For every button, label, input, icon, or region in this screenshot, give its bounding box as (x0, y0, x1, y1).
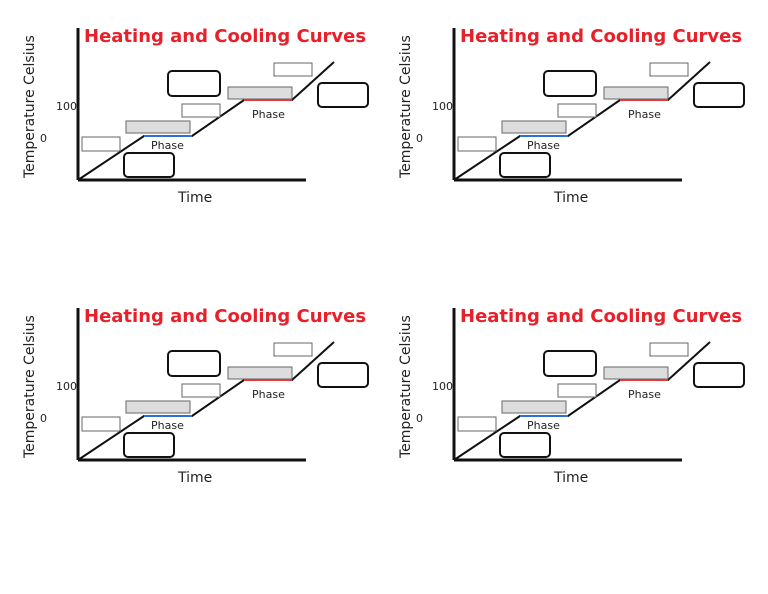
shaded-box-lower (125, 400, 191, 414)
blank-box-top (273, 62, 313, 77)
curve-line (453, 341, 711, 461)
blank-box-low-left (81, 136, 121, 152)
curve-panel-3: Heating and Cooling Curves Temperature C… (22, 298, 382, 503)
rounded-box-right (317, 362, 369, 388)
x-axis-label: Time (553, 190, 588, 206)
phase-label-lower: Phase (151, 139, 184, 152)
tick-0: 0 (40, 132, 47, 145)
diagram-title: Heating and Cooling Curves (84, 306, 366, 327)
shaded-box-upper (603, 86, 669, 100)
phase-label-upper: Phase (252, 388, 285, 401)
curve-panel-2: Heating and Cooling Curves Temperature C… (398, 18, 758, 223)
x-axis-label: Time (177, 190, 212, 206)
tick-100: 100 (56, 100, 77, 113)
tick-0: 0 (416, 412, 423, 425)
shaded-box-upper (227, 86, 293, 100)
rounded-box-upper (543, 70, 597, 97)
blank-box-mid (557, 103, 597, 118)
rounded-box-upper (167, 350, 221, 377)
blank-box-low-left (457, 416, 497, 432)
blank-box-top (273, 342, 313, 357)
curve-line (77, 61, 335, 181)
y-axis-label: Temperature Celsius (398, 35, 414, 179)
shaded-box-lower (125, 120, 191, 134)
phase-label-lower: Phase (527, 139, 560, 152)
blank-box-mid (181, 103, 221, 118)
curve-line (77, 341, 335, 461)
phase-label-upper: Phase (628, 108, 661, 121)
tick-100: 100 (56, 380, 77, 393)
tick-100: 100 (432, 100, 453, 113)
phase-label-lower: Phase (527, 419, 560, 432)
heating-cooling-diagram: Heating and Cooling Curves Temperature C… (22, 306, 369, 486)
phase-label-upper: Phase (252, 108, 285, 121)
heating-cooling-diagram: Heating and Cooling Curves Temperature C… (398, 306, 745, 486)
rounded-box-lower (499, 152, 551, 178)
phase-label-upper: Phase (628, 388, 661, 401)
heating-cooling-diagram: Heating and Cooling Curves Temperature C… (398, 26, 745, 206)
rounded-box-lower (123, 432, 175, 458)
diagram-title: Heating and Cooling Curves (460, 26, 742, 47)
blank-box-mid (557, 383, 597, 398)
curve-panel-4: Heating and Cooling Curves Temperature C… (398, 298, 758, 503)
tick-0: 0 (40, 412, 47, 425)
shaded-box-upper (227, 366, 293, 380)
tick-0: 0 (416, 132, 423, 145)
shaded-box-lower (501, 120, 567, 134)
blank-box-top (649, 342, 689, 357)
rounded-box-lower (499, 432, 551, 458)
shaded-box-lower (501, 400, 567, 414)
x-axis-label: Time (177, 470, 212, 486)
heating-cooling-diagram: Heating and Cooling Curves Temperature C… (22, 26, 369, 206)
diagram-title: Heating and Cooling Curves (460, 306, 742, 327)
blank-box-low-left (81, 416, 121, 432)
rounded-box-upper (543, 350, 597, 377)
phase-label-lower: Phase (151, 419, 184, 432)
rounded-box-right (317, 82, 369, 108)
blank-box-top (649, 62, 689, 77)
blank-box-mid (181, 383, 221, 398)
rounded-box-upper (167, 70, 221, 97)
diagram-title: Heating and Cooling Curves (84, 26, 366, 47)
rounded-box-lower (123, 152, 175, 178)
rounded-box-right (693, 82, 745, 108)
y-axis-label: Temperature Celsius (398, 315, 414, 459)
blank-box-low-left (457, 136, 497, 152)
curve-line (453, 61, 711, 181)
y-axis-label: Temperature Celsius (22, 315, 38, 459)
tick-100: 100 (432, 380, 453, 393)
rounded-box-right (693, 362, 745, 388)
curve-panel-1: Heating and Cooling Curves Temperature C… (22, 18, 382, 223)
y-axis-label: Temperature Celsius (22, 35, 38, 179)
x-axis-label: Time (553, 470, 588, 486)
shaded-box-upper (603, 366, 669, 380)
